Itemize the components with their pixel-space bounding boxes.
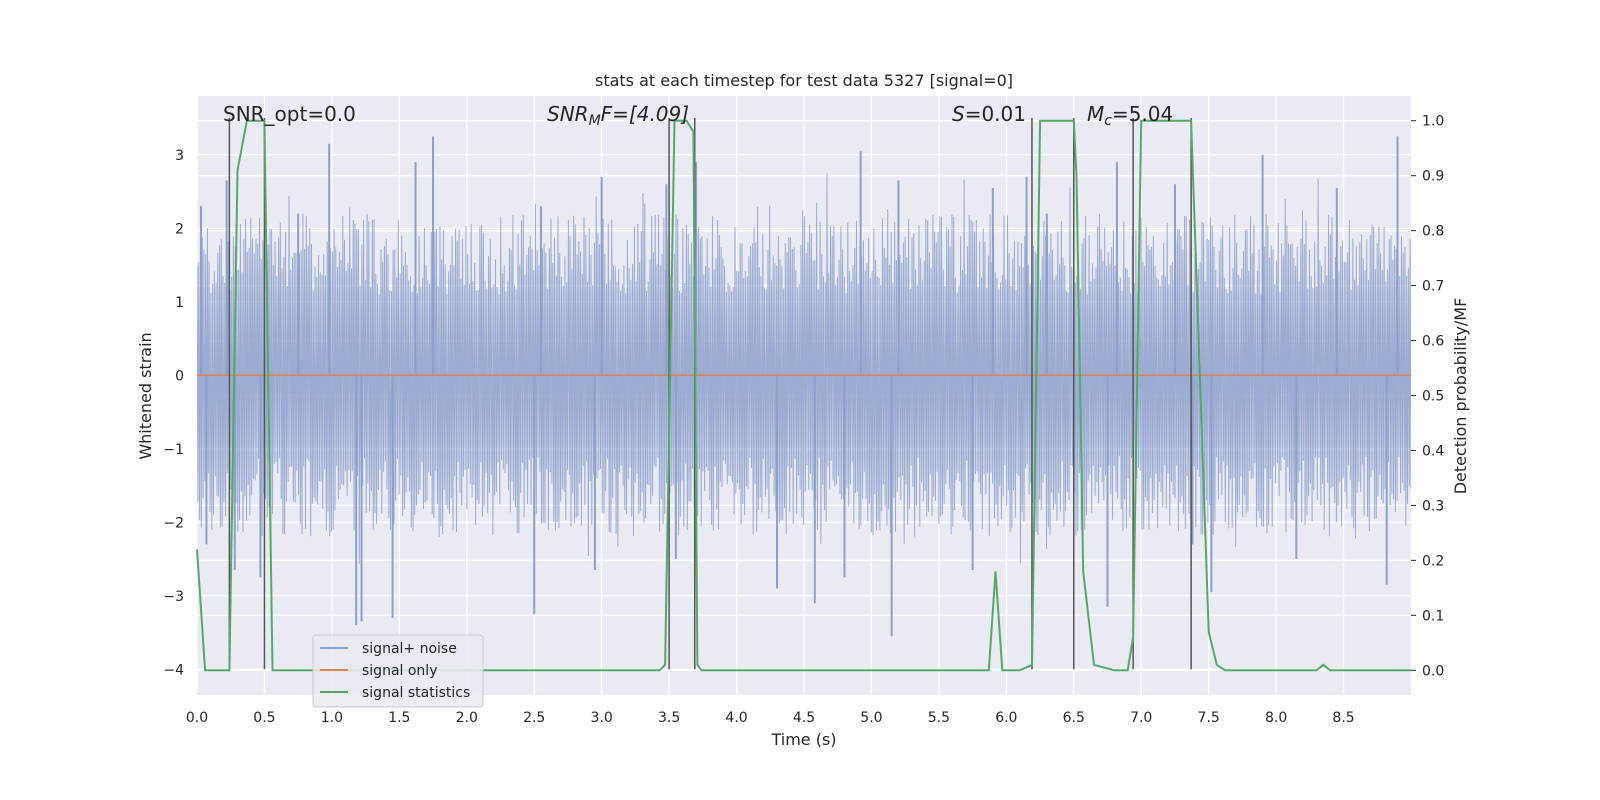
y-right-tick-label: 0.4: [1422, 443, 1444, 459]
annotation-snr-mf-sub: M: [589, 113, 601, 129]
signal-statistics-line: [196, 119, 1411, 672]
x-tick-label: 1.0: [321, 710, 343, 726]
x-axis-ticks: 0.0 0.5 1.0 1.5 2.0 2.5 3.0 3.5 4.0 4.5 5.0 5.5 6.0 6…: [186, 710, 1355, 726]
y-axis-left-ticks: −4 −3 −2 −1 0 1 2 3: [163, 148, 184, 678]
y-right-tick-label: 0.8: [1422, 224, 1444, 240]
x-tick-label: 0.0: [186, 710, 208, 726]
annotation-snr-mf-rest: F=[4.09]: [601, 102, 689, 126]
x-tick-label: 6.5: [1063, 710, 1085, 726]
y-left-tick-label: −4: [163, 662, 184, 678]
y-right-tick-label: 0.9: [1422, 169, 1444, 185]
annotation-s-main: S: [952, 102, 965, 126]
x-tick-label: 2.0: [456, 710, 478, 726]
y-right-tick-label: 0.0: [1422, 663, 1444, 679]
x-tick-label: 7.0: [1130, 710, 1152, 726]
x-tick-label: 4.0: [725, 710, 747, 726]
x-tick-label: 6.0: [995, 710, 1017, 726]
y-left-tick-label: 2: [175, 221, 184, 237]
annotation-snr-mf-main: SNR: [547, 102, 589, 126]
y-right-tick-label: 0.7: [1422, 279, 1444, 295]
annotation-s: S=0.01: [952, 102, 1026, 126]
annotation-mc-rest: =5.04: [1112, 102, 1173, 126]
signal-statistics-series: [196, 119, 1411, 672]
annotation-mc-sub: c: [1104, 113, 1112, 129]
y-left-tick-label: −1: [163, 442, 184, 458]
x-tick-label: 8.5: [1332, 710, 1354, 726]
y-right-tick-label: 1.0: [1422, 114, 1444, 130]
x-tick-label: 5.5: [928, 710, 950, 726]
signal-noise-series: [197, 136, 1411, 637]
y-left-tick-label: −2: [163, 515, 184, 531]
y-axis-right-label: Detection probability/MF: [1451, 298, 1470, 495]
x-axis-label: Time (s): [770, 730, 836, 749]
legend-label-noise: signal+ noise: [362, 641, 457, 657]
legend-label-signal-only: signal only: [362, 663, 437, 679]
y-axis-left-label: Whitened strain: [136, 332, 155, 459]
annotation-snr-opt: SNR_opt=0.0: [223, 102, 356, 126]
y-left-tick-label: 0: [175, 368, 184, 384]
x-tick-label: 3.0: [591, 710, 613, 726]
y-right-tick-label: 0.1: [1422, 608, 1444, 624]
y-left-tick-label: 1: [175, 295, 184, 311]
y-right-tick-label: 0.6: [1422, 334, 1444, 350]
x-tick-label: 5.0: [860, 710, 882, 726]
y-right-tick-label: 0.5: [1422, 389, 1444, 405]
x-tick-label: 8.0: [1265, 710, 1287, 726]
y-right-tick-label: 0.2: [1422, 553, 1444, 569]
y-left-tick-label: 3: [175, 148, 184, 164]
y-left-tick-label: −3: [163, 589, 184, 605]
chart-title: stats at each timestep for test data 532…: [595, 71, 1013, 90]
x-tick-label: 3.5: [658, 710, 680, 726]
annotation-snr-mf: SNRMF=[4.09]: [547, 102, 689, 129]
x-tick-label: 4.5: [793, 710, 815, 726]
noise-trace: [197, 173, 1411, 564]
legend-label-statistics: signal statistics: [362, 685, 470, 701]
x-tick-label: 7.5: [1198, 710, 1220, 726]
x-tick-label: 1.5: [388, 710, 410, 726]
legend: signal+ noise signal only signal statist…: [312, 634, 484, 708]
x-tick-label: 0.5: [253, 710, 275, 726]
legend-box: [312, 634, 484, 708]
annotation-mc-main: M: [1087, 102, 1104, 126]
y-right-tick-label: 0.3: [1422, 498, 1444, 514]
y-axis-right-ticks: 0.0 0.1 0.2 0.3 0.4 0.5 0.6 0.7 0.8 0.9 1.0: [1411, 114, 1444, 679]
annotation-s-rest: =0.01: [965, 102, 1026, 126]
annotation-mc: Mc=5.04: [1087, 102, 1173, 129]
x-tick-label: 2.5: [523, 710, 545, 726]
